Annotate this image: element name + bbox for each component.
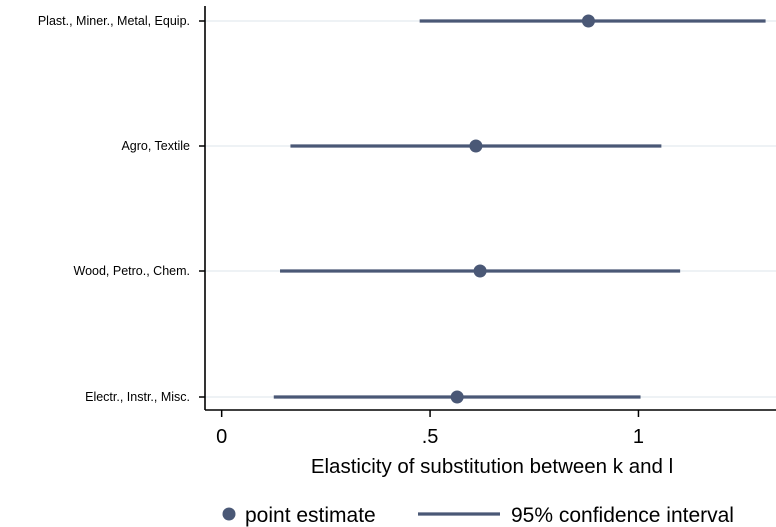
point-estimate-marker bbox=[581, 14, 595, 28]
legend-point-marker bbox=[222, 507, 236, 521]
legend-point-label: point estimate bbox=[245, 504, 376, 527]
x-axis-title: Elasticity of substitution between k and… bbox=[311, 455, 673, 478]
x-tick-label: 0 bbox=[216, 426, 227, 448]
x-tick-labels: 0.5 1 bbox=[216, 426, 644, 448]
category-label: Plast., Miner., Metal, Equip. bbox=[38, 14, 190, 28]
point-estimate-marker bbox=[469, 139, 483, 153]
point-estimates bbox=[450, 14, 595, 404]
point-estimate-marker bbox=[450, 390, 464, 404]
category-labels: Plast., Miner., Metal, Equip. Agro, Texti… bbox=[38, 14, 190, 404]
legend: point estimate 95% confidence interval bbox=[222, 504, 734, 527]
axes bbox=[199, 6, 776, 417]
point-estimate-marker bbox=[473, 264, 487, 278]
category-label: Electr., Instr., Misc. bbox=[85, 390, 190, 404]
x-tick-label: .5 bbox=[422, 426, 439, 448]
x-tick-label: 1 bbox=[633, 426, 644, 448]
category-label: Wood, Petro., Chem. bbox=[74, 264, 191, 278]
grid-lines bbox=[205, 20, 776, 398]
confidence-intervals bbox=[273, 19, 766, 399]
category-label: Agro, Textile bbox=[121, 139, 190, 153]
legend-ci-label: 95% confidence interval bbox=[511, 504, 734, 527]
